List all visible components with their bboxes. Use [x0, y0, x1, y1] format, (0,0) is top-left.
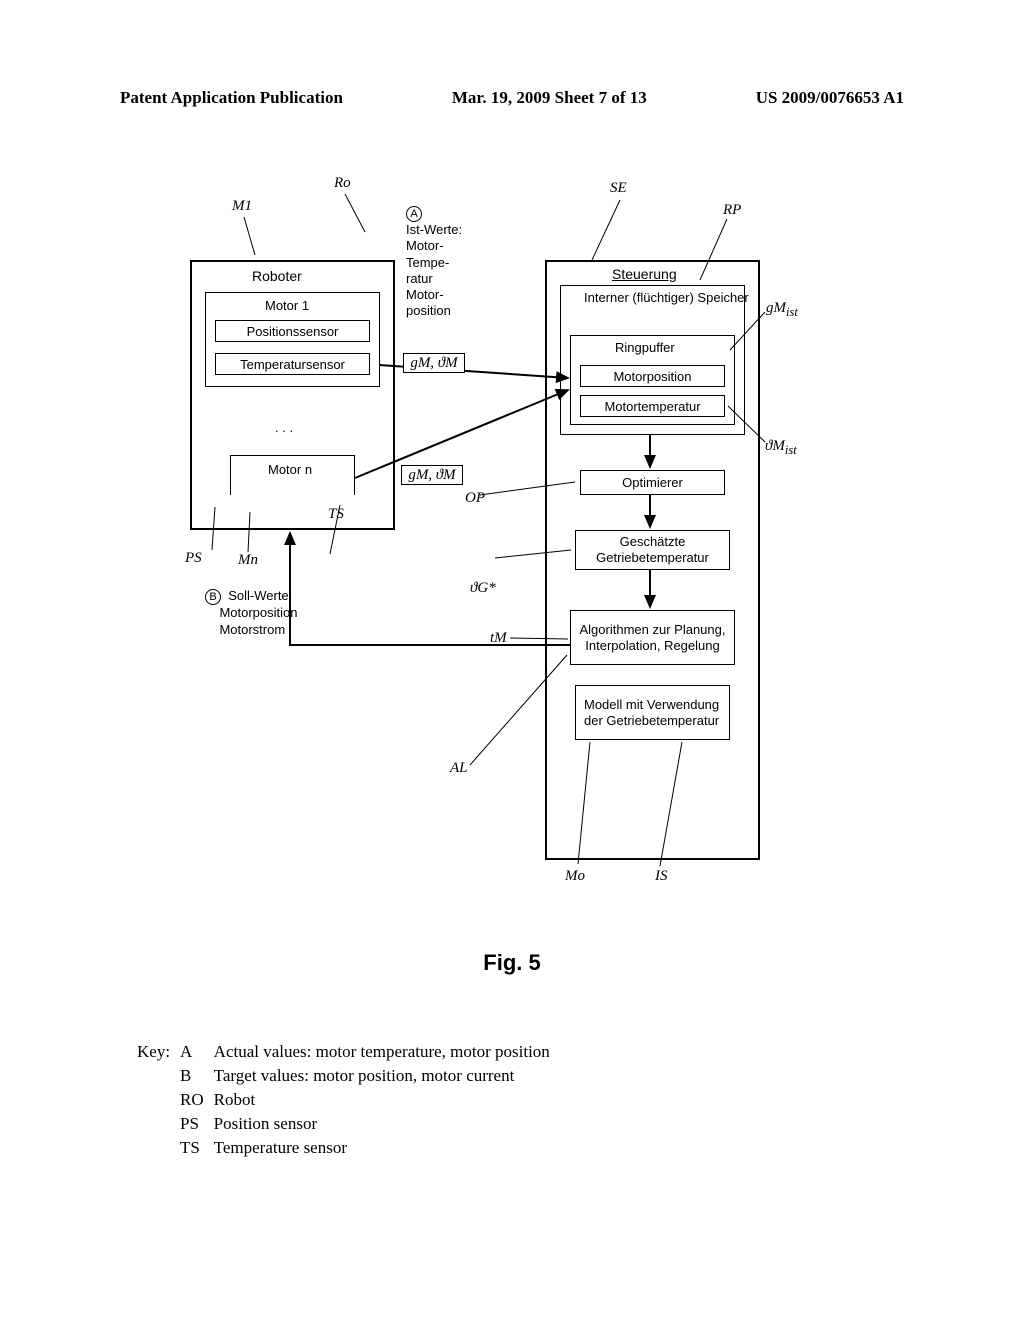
- label-gMist: gMist: [766, 300, 798, 320]
- key-row-3-desc: Position sensor: [214, 1114, 558, 1136]
- key-row-2-desc: Robot: [214, 1090, 558, 1112]
- soll-werte-label: B Soll-Werte: Motorposition Motorstrom: [205, 588, 298, 639]
- key-row-4-desc: Temperature sensor: [214, 1138, 558, 1160]
- page-header: Patent Application Publication Mar. 19, …: [120, 88, 904, 108]
- label-Mn: Mn: [238, 552, 258, 569]
- diagram-arrows: [170, 180, 870, 900]
- label-TS: TS: [328, 506, 344, 523]
- ist-werte-label: A Ist-Werte:Motor-Tempe-raturMotor-posit…: [406, 205, 462, 320]
- circled-b: B: [205, 589, 221, 605]
- key-block: Key: A Actual values: motor temperature,…: [135, 1040, 560, 1162]
- header-left: Patent Application Publication: [120, 88, 343, 108]
- label-PS: PS: [185, 550, 202, 567]
- key-row-0-desc: Actual values: motor temperature, motor …: [214, 1042, 558, 1064]
- motor1-arrow-label: gM, ϑM: [403, 353, 465, 373]
- motorn-arrow-label: gM, ϑM: [401, 465, 463, 485]
- key-row-1-desc: Target values: motor position, motor cur…: [214, 1066, 558, 1088]
- header-right: US 2009/0076653 A1: [756, 88, 904, 108]
- key-row-4-code: TS: [180, 1138, 212, 1160]
- label-Ro: Ro: [334, 175, 351, 192]
- diagram: Roboter Motor 1 Positionssensor Temperat…: [170, 180, 810, 900]
- label-SE: SE: [610, 180, 627, 197]
- key-row-1-code: B: [180, 1066, 212, 1088]
- label-OP: OP: [465, 490, 485, 507]
- label-thG: ϑG*: [470, 580, 496, 597]
- label-M1: M1: [232, 198, 252, 215]
- key-row-2-code: RO: [180, 1090, 212, 1112]
- key-row-0-code: A: [180, 1042, 212, 1064]
- key-row-3-code: PS: [180, 1114, 212, 1136]
- circled-a: A: [406, 206, 422, 222]
- label-tM: tM: [490, 630, 507, 647]
- header-center: Mar. 19, 2009 Sheet 7 of 13: [452, 88, 647, 108]
- label-IS: IS: [655, 868, 668, 885]
- key-title: Key:: [137, 1042, 178, 1064]
- label-thMist: ϑMist: [765, 438, 797, 458]
- figure-caption: Fig. 5: [0, 950, 1024, 976]
- label-RP: RP: [723, 202, 741, 219]
- label-Mo: Mo: [565, 868, 585, 885]
- label-AL: AL: [450, 760, 468, 777]
